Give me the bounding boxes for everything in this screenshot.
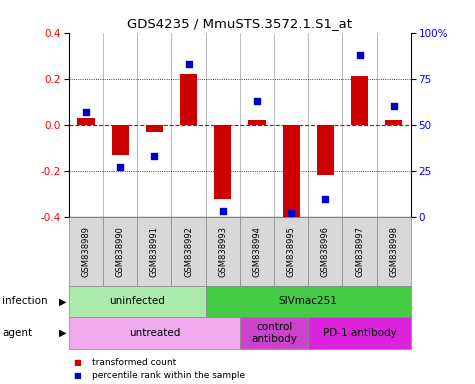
Text: agent: agent: [2, 328, 32, 338]
Bar: [77, 118, 95, 125]
Point: [116, 164, 124, 170]
Point: [253, 98, 261, 104]
Text: GSM838992: GSM838992: [184, 226, 193, 277]
Text: GSM838989: GSM838989: [82, 226, 90, 277]
Bar: [283, 125, 300, 217]
Title: GDS4235 / MmuSTS.3572.1.S1_at: GDS4235 / MmuSTS.3572.1.S1_at: [127, 17, 352, 30]
Text: GSM838991: GSM838991: [150, 226, 159, 277]
Text: GSM838995: GSM838995: [287, 226, 295, 277]
Point: [356, 52, 363, 58]
Text: infection: infection: [2, 296, 48, 306]
Bar: [214, 125, 231, 199]
Text: ▶: ▶: [59, 296, 66, 306]
Text: GSM838996: GSM838996: [321, 226, 330, 277]
Text: GSM838990: GSM838990: [116, 226, 124, 277]
Point: [322, 195, 329, 202]
Text: untreated: untreated: [129, 328, 180, 338]
Bar: [112, 125, 129, 155]
Bar: [385, 120, 402, 125]
Bar: [317, 125, 334, 175]
Point: [390, 103, 398, 109]
Bar: [351, 76, 368, 125]
Point: [185, 61, 192, 67]
Text: GSM838994: GSM838994: [253, 226, 261, 277]
Text: GSM838998: GSM838998: [390, 226, 398, 277]
Text: transformed count: transformed count: [92, 358, 176, 367]
Text: control
antibody: control antibody: [251, 322, 297, 344]
Text: ▶: ▶: [59, 328, 66, 338]
Text: ■: ■: [74, 371, 82, 380]
Text: GSM838997: GSM838997: [355, 226, 364, 277]
Text: SIVmac251: SIVmac251: [279, 296, 338, 306]
Bar: [248, 120, 266, 125]
Text: PD-1 antibody: PD-1 antibody: [323, 328, 397, 338]
Bar: [146, 125, 163, 132]
Bar: [180, 74, 197, 125]
Text: uninfected: uninfected: [109, 296, 165, 306]
Point: [151, 153, 158, 159]
Text: GSM838993: GSM838993: [218, 226, 227, 277]
Text: percentile rank within the sample: percentile rank within the sample: [92, 371, 245, 380]
Point: [287, 210, 295, 216]
Text: ■: ■: [74, 358, 82, 367]
Point: [82, 109, 90, 115]
Point: [219, 209, 227, 215]
